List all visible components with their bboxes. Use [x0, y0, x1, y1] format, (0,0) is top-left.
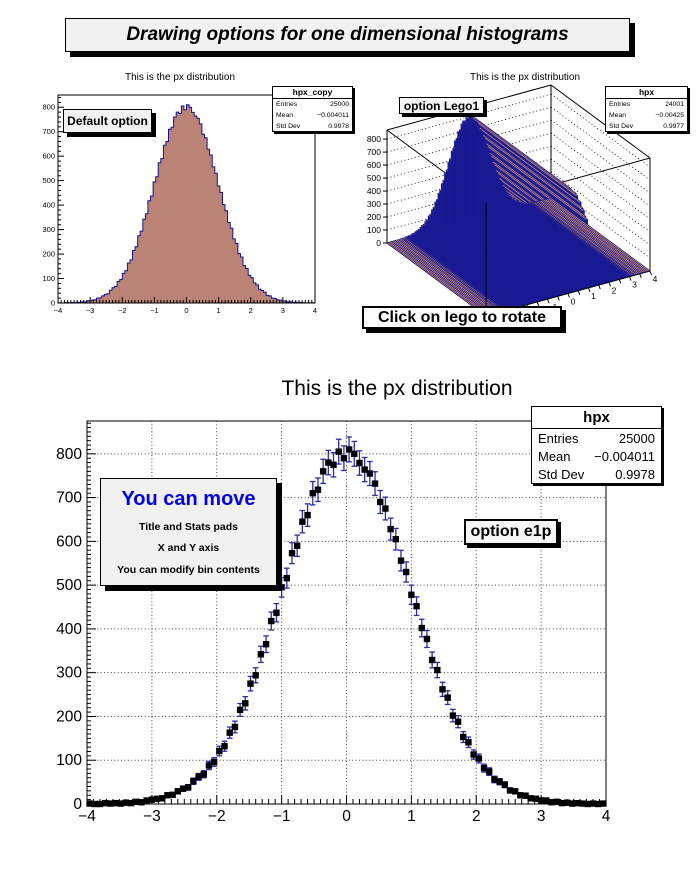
svg-text:4: 4: [313, 306, 317, 315]
svg-text:200: 200: [42, 250, 55, 259]
banner-text: Drawing options for one dimensional hist…: [126, 24, 569, 45]
stats-title: hpx_copy: [273, 87, 352, 99]
note-title: You can move: [121, 488, 256, 511]
svg-text:3: 3: [537, 808, 546, 825]
svg-text:−1: −1: [273, 808, 291, 825]
svg-text:0: 0: [376, 238, 381, 248]
svg-text:600: 600: [56, 533, 82, 550]
stats-row: Mean −0.00425: [609, 112, 684, 119]
svg-text:0: 0: [571, 297, 576, 307]
svg-text:4: 4: [602, 808, 611, 825]
svg-text:−2: −2: [118, 306, 127, 315]
svg-text:100: 100: [56, 752, 82, 769]
svg-text:800: 800: [42, 103, 55, 112]
stats-box-hpx-lego[interactable]: hpx Entries 24001 Mean −0.00425 Std Dev 0.9…: [605, 86, 688, 132]
svg-text:600: 600: [367, 160, 381, 170]
svg-text:−3: −3: [143, 808, 161, 825]
option-lego1-text: option Lego1: [403, 98, 480, 113]
svg-text:0: 0: [73, 796, 82, 813]
svg-text:400: 400: [42, 201, 55, 210]
note-line: You can modify bin contents: [117, 563, 260, 576]
stats-row: Std Dev 0.9978: [276, 123, 349, 130]
svg-text:1: 1: [591, 291, 596, 301]
svg-text:100: 100: [367, 225, 381, 235]
click-lego-caption[interactable]: Click on lego to rotate: [362, 306, 562, 329]
stats-row: Entries 25000: [276, 101, 349, 108]
default-option-text: Default option: [67, 114, 148, 128]
stats-title: hpx: [532, 407, 661, 429]
canvas-banner[interactable]: Drawing options for one dimensional hist…: [65, 18, 630, 52]
svg-text:700: 700: [367, 147, 381, 157]
svg-text:800: 800: [367, 134, 381, 144]
svg-text:1: 1: [407, 808, 416, 825]
pad-default-histogram[interactable]: −4 −3 −2 −1 0 1 2 3 4 0 100 200 300 400 500 600 700 800: [28, 65, 355, 330]
option-e1p-label[interactable]: option e1p: [464, 519, 558, 545]
svg-text:2: 2: [612, 285, 617, 295]
pad3-title[interactable]: This is the px distribution: [281, 377, 513, 400]
svg-text:2: 2: [472, 808, 481, 825]
svg-text:3: 3: [281, 306, 285, 315]
stats-row: Entries 25000: [538, 430, 655, 446]
svg-text:700: 700: [56, 490, 82, 507]
svg-text:500: 500: [56, 577, 82, 594]
svg-text:−2: −2: [208, 808, 226, 825]
stats-row: Std Dev 0.9978: [538, 466, 655, 482]
you-can-move-note[interactable]: You can move Title and Stats pads X and …: [100, 478, 277, 586]
option-lego1-label[interactable]: option Lego1: [399, 97, 484, 114]
svg-text:300: 300: [56, 665, 82, 682]
svg-text:400: 400: [367, 186, 381, 196]
svg-text:100: 100: [42, 274, 55, 283]
svg-text:−1: −1: [150, 306, 159, 315]
stats-row: Mean −0.004011: [538, 448, 655, 464]
svg-text:−4: −4: [54, 306, 63, 315]
svg-text:600: 600: [42, 152, 55, 161]
stats-box-hpx-copy[interactable]: hpx_copy Entries 25000 Mean −0.004011 Std …: [272, 86, 353, 132]
svg-text:1: 1: [217, 306, 221, 315]
svg-text:0: 0: [342, 808, 351, 825]
svg-text:700: 700: [42, 127, 55, 136]
svg-text:0: 0: [184, 306, 188, 315]
note-line: Title and Stats pads: [139, 520, 238, 533]
stats-title: hpx: [606, 87, 687, 99]
option-e1p-text: option e1p: [470, 523, 552, 540]
svg-text:−4: −4: [78, 808, 96, 825]
stats-box-hpx[interactable]: hpx Entries 25000 Mean −0.004011 Std Dev 0.…: [531, 406, 662, 484]
default-option-label[interactable]: Default option: [63, 109, 152, 133]
pad2-title[interactable]: This is the px distribution: [469, 72, 581, 83]
svg-text:400: 400: [56, 621, 82, 638]
svg-text:−3: −3: [86, 306, 95, 315]
note-line: X and Y axis: [157, 542, 220, 555]
stats-row: Entries 24001: [609, 101, 684, 108]
svg-text:4: 4: [653, 274, 658, 284]
svg-text:2: 2: [249, 306, 253, 315]
click-lego-text: Click on lego to rotate: [377, 308, 546, 326]
svg-text:800: 800: [56, 446, 82, 463]
pad1-title[interactable]: This is the px distribution: [124, 72, 236, 83]
svg-text:500: 500: [367, 173, 381, 183]
stats-row: Mean −0.004011: [276, 112, 349, 119]
svg-text:3: 3: [632, 280, 637, 290]
svg-text:500: 500: [42, 176, 55, 185]
svg-text:200: 200: [56, 708, 82, 725]
svg-text:300: 300: [42, 225, 55, 234]
svg-text:300: 300: [367, 199, 381, 209]
svg-text:0: 0: [51, 299, 55, 308]
stats-row: Std Dev 0.9977: [609, 123, 684, 130]
svg-text:200: 200: [367, 212, 381, 222]
